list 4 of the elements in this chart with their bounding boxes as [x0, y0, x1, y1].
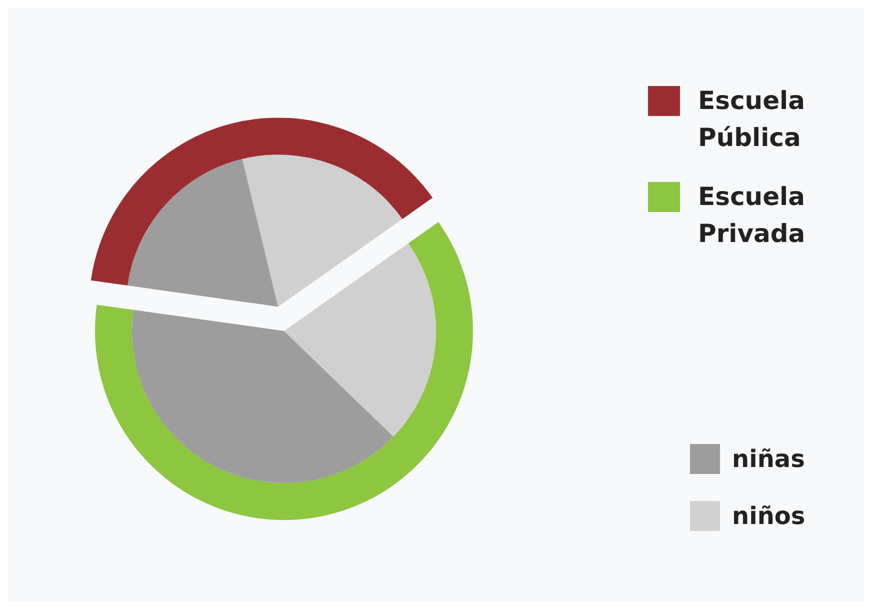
legend-label: Escuela Pública: [698, 85, 806, 154]
legend-label: niñas: [732, 445, 805, 473]
legend-label: Escuela Privada: [698, 181, 806, 250]
legend-label: niños: [732, 502, 806, 530]
